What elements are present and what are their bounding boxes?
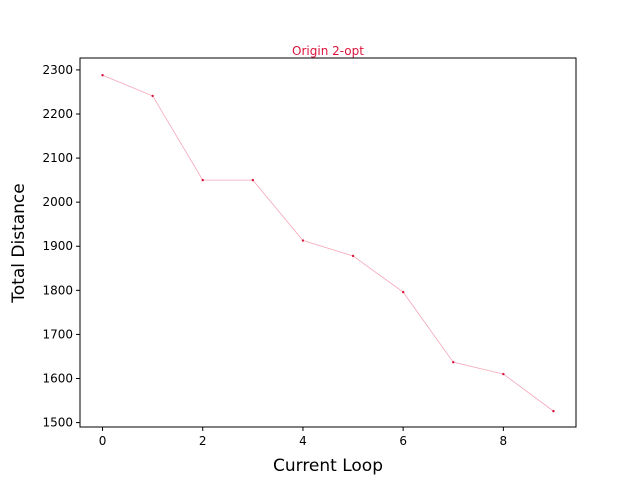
x-tick-label: 0 <box>99 434 107 448</box>
data-point <box>552 409 555 413</box>
x-axis-ticks: 0 2 4 6 8 <box>99 427 507 448</box>
data-point <box>201 178 204 182</box>
data-point <box>502 372 505 376</box>
y-tick-label: 2100 <box>42 151 73 165</box>
x-tick-label: 8 <box>500 434 508 448</box>
x-tick-label: 4 <box>299 434 307 448</box>
data-point <box>151 94 154 98</box>
y-tick-label: 1500 <box>42 416 73 430</box>
y-tick-label: 1700 <box>42 327 73 341</box>
plot-frame <box>79 57 577 428</box>
data-series <box>101 73 555 413</box>
y-axis-ticks: 1500 1600 1700 1800 1900 2000 2100 2200 2300 <box>42 63 80 430</box>
data-point <box>452 360 455 364</box>
data-point <box>351 254 355 258</box>
y-tick-label: 2300 <box>42 63 73 77</box>
data-point <box>301 239 305 242</box>
x-axis-label: Current Loop <box>273 456 383 476</box>
x-tick-label: 6 <box>399 434 407 448</box>
data-point <box>101 73 104 77</box>
y-tick-label: 2000 <box>42 195 73 209</box>
y-axis-label: Total Distance <box>9 183 29 303</box>
data-point <box>251 178 255 182</box>
y-tick-label: 2200 <box>42 107 73 121</box>
y-tick-label: 1800 <box>42 283 73 297</box>
chart-title: Origin 2-opt <box>292 44 364 58</box>
series-line <box>102 74 554 412</box>
data-point <box>401 290 405 294</box>
y-tick-label: 1900 <box>42 239 73 253</box>
x-tick-label: 2 <box>199 434 207 448</box>
y-tick-label: 1600 <box>42 372 73 386</box>
